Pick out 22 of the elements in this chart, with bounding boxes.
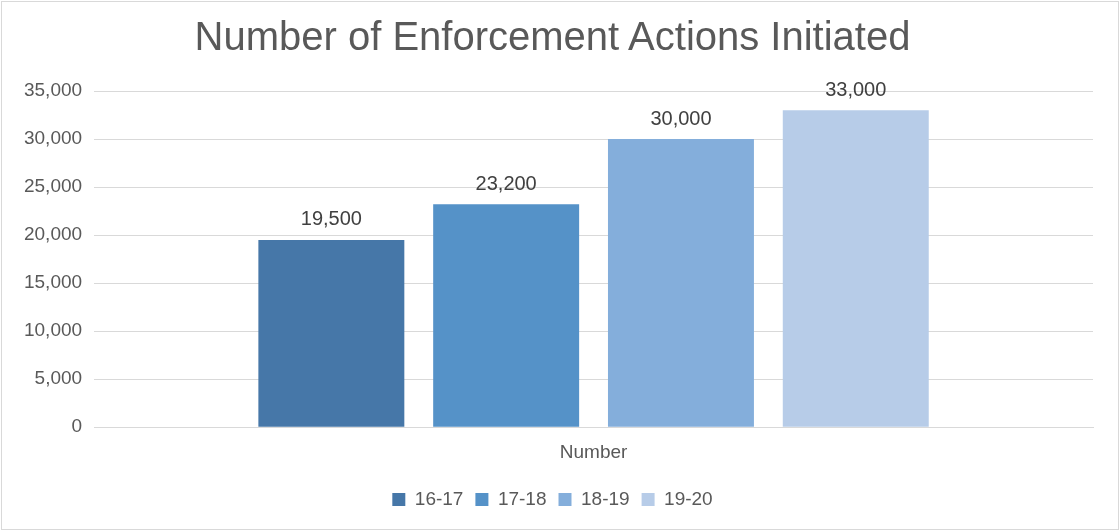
y-tick-label: 15,000 <box>23 271 83 293</box>
y-tick-label: 25,000 <box>23 175 83 197</box>
bar <box>258 239 405 427</box>
legend-label: 17-18 <box>497 487 547 509</box>
legend-label: 18-19 <box>581 487 630 509</box>
bar <box>607 139 754 427</box>
data-label: 19,500 <box>300 207 362 230</box>
bar <box>782 110 929 427</box>
bar <box>433 204 580 427</box>
data-label: 33,000 <box>825 77 887 100</box>
data-label: 30,000 <box>650 106 712 129</box>
y-tick-label: 35,000 <box>23 79 83 101</box>
chart-title: Number of Enforcement Actions Initiated <box>194 14 911 59</box>
y-tick-label: 10,000 <box>23 319 83 341</box>
y-tick-label: 30,000 <box>23 127 83 149</box>
legend-label: 16-17 <box>414 487 464 509</box>
y-tick-label: 0 <box>71 415 83 437</box>
data-label: 23,200 <box>475 171 537 194</box>
x-tick-label: Number <box>559 440 629 462</box>
legend-label: 19-20 <box>664 487 713 509</box>
y-tick-label: 5,000 <box>34 367 83 389</box>
y-tick-label: 20,000 <box>23 223 83 245</box>
